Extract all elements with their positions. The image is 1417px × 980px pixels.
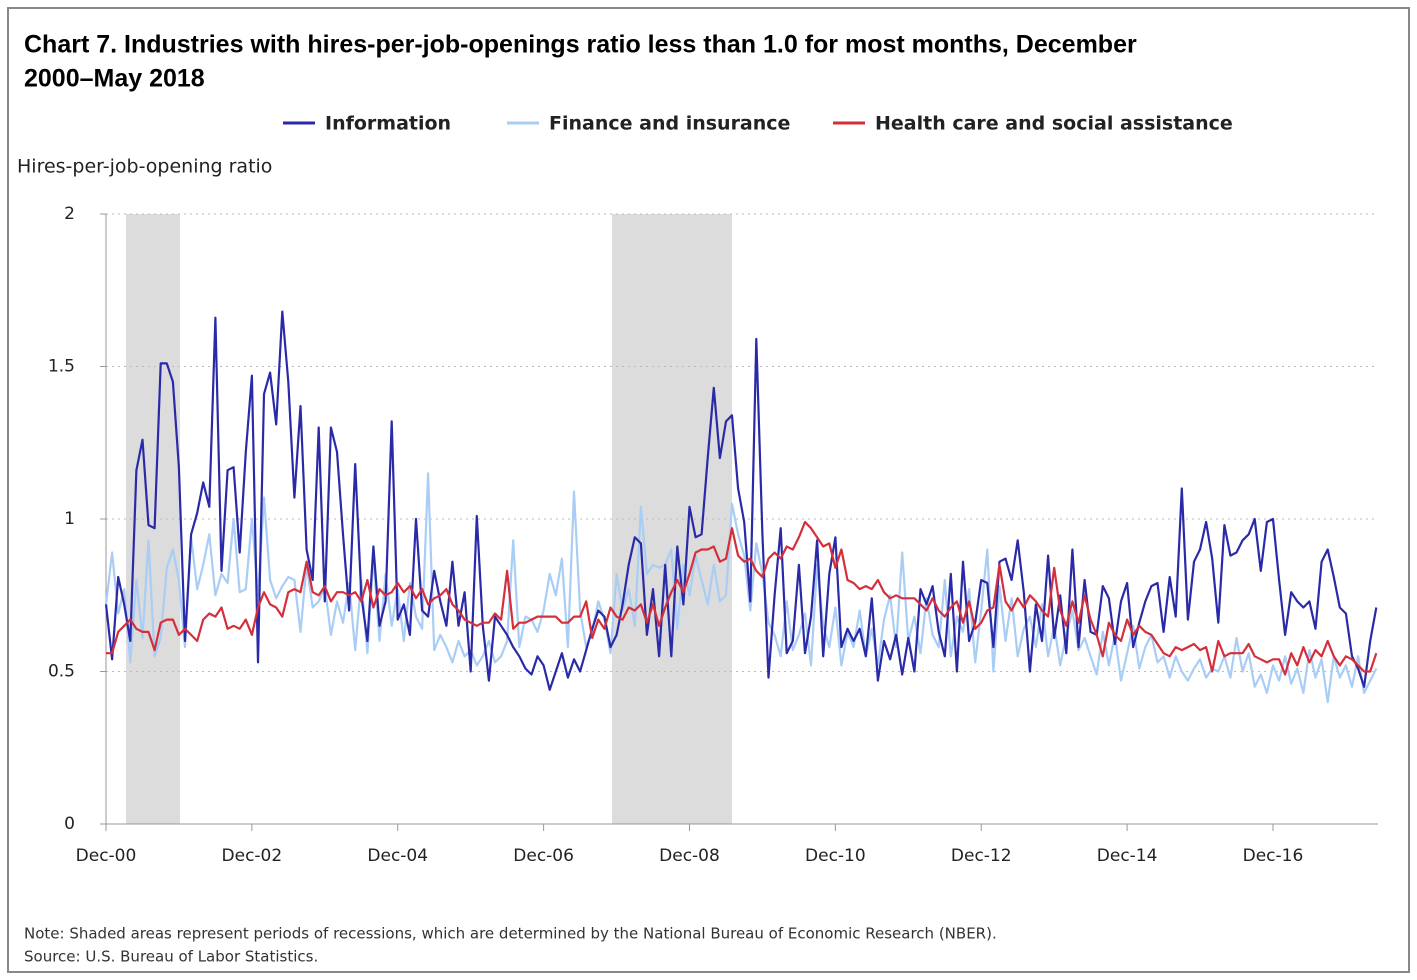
x-tick-label: Dec-04 — [367, 846, 428, 866]
x-tick-label: Dec-10 — [805, 846, 866, 866]
y-tick-label: 0 — [64, 814, 75, 834]
chart-title: Chart 7. Industries with hires-per-job-o… — [24, 31, 1137, 59]
x-tick-label: Dec-14 — [1097, 846, 1158, 866]
x-tick-label: Dec-02 — [222, 846, 283, 866]
chart-title: 2000–May 2018 — [24, 65, 205, 93]
note: Note: Shaded areas represent periods of … — [24, 925, 997, 943]
y-tick-label: 1.5 — [48, 357, 75, 377]
y-tick-label: 2 — [64, 204, 75, 224]
legend-label: Finance and insurance — [549, 113, 790, 135]
series-line — [104, 472, 1378, 704]
x-tick-label: Dec-06 — [513, 846, 574, 866]
x-tick-label: Dec-08 — [659, 846, 720, 866]
y-tick-label: 0.5 — [48, 662, 75, 682]
y-tick-label: 1 — [64, 509, 75, 529]
x-tick-label: Dec-12 — [951, 846, 1012, 866]
series-line — [104, 310, 1378, 691]
legend-label: Information — [325, 113, 451, 135]
source: Source: U.S. Bureau of Labor Statistics. — [24, 948, 318, 966]
x-tick-label: Dec-16 — [1243, 846, 1304, 866]
legend-label: Health care and social assistance — [875, 113, 1233, 135]
series-line — [106, 520, 1378, 676]
recession-shade — [612, 214, 732, 824]
x-tick-label: Dec-00 — [76, 846, 137, 866]
y-axis-label: Hires-per-job-opening ratio — [17, 156, 272, 178]
